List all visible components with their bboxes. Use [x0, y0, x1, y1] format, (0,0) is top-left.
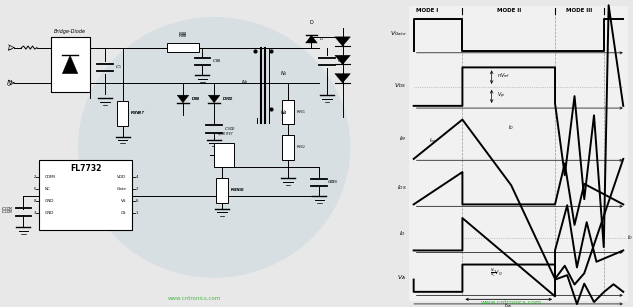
Text: $N_P$: $N_P$ [241, 79, 249, 87]
Text: $C_{COM}$: $C_{COM}$ [1, 208, 14, 216]
Text: $I_D$: $I_D$ [399, 229, 406, 238]
Polygon shape [306, 35, 317, 43]
Bar [216, 178, 228, 203]
Text: $C_O$: $C_O$ [337, 58, 344, 65]
Text: $R_{START}$: $R_{START}$ [130, 109, 146, 117]
Polygon shape [208, 95, 220, 103]
Bar [167, 43, 199, 52]
Text: $R_{SENSE}$: $R_{SENSE}$ [230, 187, 244, 194]
Text: $C_{COM}$: $C_{COM}$ [1, 205, 14, 212]
Text: MODE III: MODE III [567, 8, 592, 13]
Bar [214, 143, 234, 167]
Text: 5: 5 [34, 187, 36, 191]
Text: $nV_{ref}$: $nV_{ref}$ [496, 71, 510, 80]
Text: $t_{sw}$: $t_{sw}$ [505, 301, 513, 307]
Text: VDD: VDD [117, 175, 127, 179]
Text: $I_{ini}$: $I_{ini}$ [429, 136, 437, 145]
Text: $N_S$: $N_S$ [280, 69, 288, 78]
Text: $Q_{MOSFET}$: $Q_{MOSFET}$ [217, 131, 234, 138]
Text: $D_{VDD}$: $D_{VDD}$ [222, 95, 234, 103]
Text: $I_D$: $I_D$ [508, 123, 514, 131]
Text: $D_{VDD}$: $D_{VDD}$ [222, 96, 234, 103]
Text: MODE I: MODE I [416, 8, 438, 13]
Text: $C_{VS}$: $C_{VS}$ [329, 179, 338, 186]
Text: $\frac{N_A}{N_S}V_O$: $\frac{N_A}{N_S}V_O$ [490, 266, 503, 279]
Text: $I_M$: $I_M$ [399, 134, 406, 142]
Text: www.cntronics.com: www.cntronics.com [168, 296, 222, 301]
Text: D: D [319, 37, 322, 41]
Text: VS: VS [121, 199, 127, 203]
Text: 4: 4 [135, 175, 138, 179]
Text: $D_{BB}$: $D_{BB}$ [191, 96, 199, 103]
Text: $R_{VS2}$: $R_{VS2}$ [296, 144, 306, 151]
Text: $V_{Gate}$: $V_{Gate}$ [390, 29, 406, 38]
Text: $N_A$: $N_A$ [280, 108, 288, 116]
Bar [51, 37, 89, 92]
Text: FL7732: FL7732 [70, 164, 101, 173]
Ellipse shape [78, 17, 351, 278]
Text: $C_{BB}$: $C_{BB}$ [212, 58, 222, 65]
Text: COMI: COMI [45, 175, 56, 179]
Text: $R_{VS1}$: $R_{VS1}$ [296, 108, 306, 116]
Text: $C_1$: $C_1$ [115, 64, 122, 71]
Text: $I_{DS}$: $I_{DS}$ [396, 183, 406, 192]
Text: $D_{BB}$: $D_{BB}$ [191, 95, 199, 103]
Text: 3: 3 [34, 211, 36, 215]
Text: $R_{BB}$: $R_{BB}$ [179, 32, 187, 40]
Bar [282, 100, 294, 124]
Polygon shape [335, 37, 351, 46]
Polygon shape [62, 55, 78, 74]
Text: MODE II: MODE II [496, 8, 521, 13]
Polygon shape [177, 95, 189, 103]
Text: NC: NC [45, 187, 51, 191]
Polygon shape [335, 55, 351, 64]
Text: $I_D$: $I_D$ [627, 233, 633, 242]
Text: 8: 8 [34, 199, 36, 203]
Text: $V_{pi}$: $V_{pi}$ [496, 91, 505, 101]
Bar [116, 101, 128, 126]
Text: L: L [8, 45, 11, 51]
Polygon shape [335, 74, 351, 83]
Text: 2: 2 [34, 175, 36, 179]
Text: $V_{DS}$: $V_{DS}$ [394, 82, 406, 90]
Text: GND: GND [45, 199, 54, 203]
Text: 1: 1 [135, 211, 138, 215]
Text: $R_{SENSE}$: $R_{SENSE}$ [230, 187, 245, 194]
Text: Bridge-Diode: Bridge-Diode [54, 29, 86, 34]
Text: Gate: Gate [116, 187, 127, 191]
Bar [39, 160, 132, 230]
Text: 2: 2 [135, 187, 138, 191]
Text: D: D [310, 20, 313, 25]
Text: $C_{VS}$: $C_{VS}$ [327, 179, 335, 186]
Text: 6: 6 [135, 199, 138, 203]
Text: $V_A$: $V_A$ [398, 274, 406, 282]
Text: $C_{VDD}$: $C_{VDD}$ [224, 125, 235, 133]
Text: CS: CS [121, 211, 127, 215]
Bar [282, 135, 294, 160]
Text: $R_{BB}$: $R_{BB}$ [179, 31, 187, 38]
Text: $R_{START}$: $R_{START}$ [130, 110, 146, 117]
Text: N: N [6, 80, 11, 86]
Text: www.cntronics.com: www.cntronics.com [480, 301, 542, 305]
Text: GND: GND [45, 211, 54, 215]
